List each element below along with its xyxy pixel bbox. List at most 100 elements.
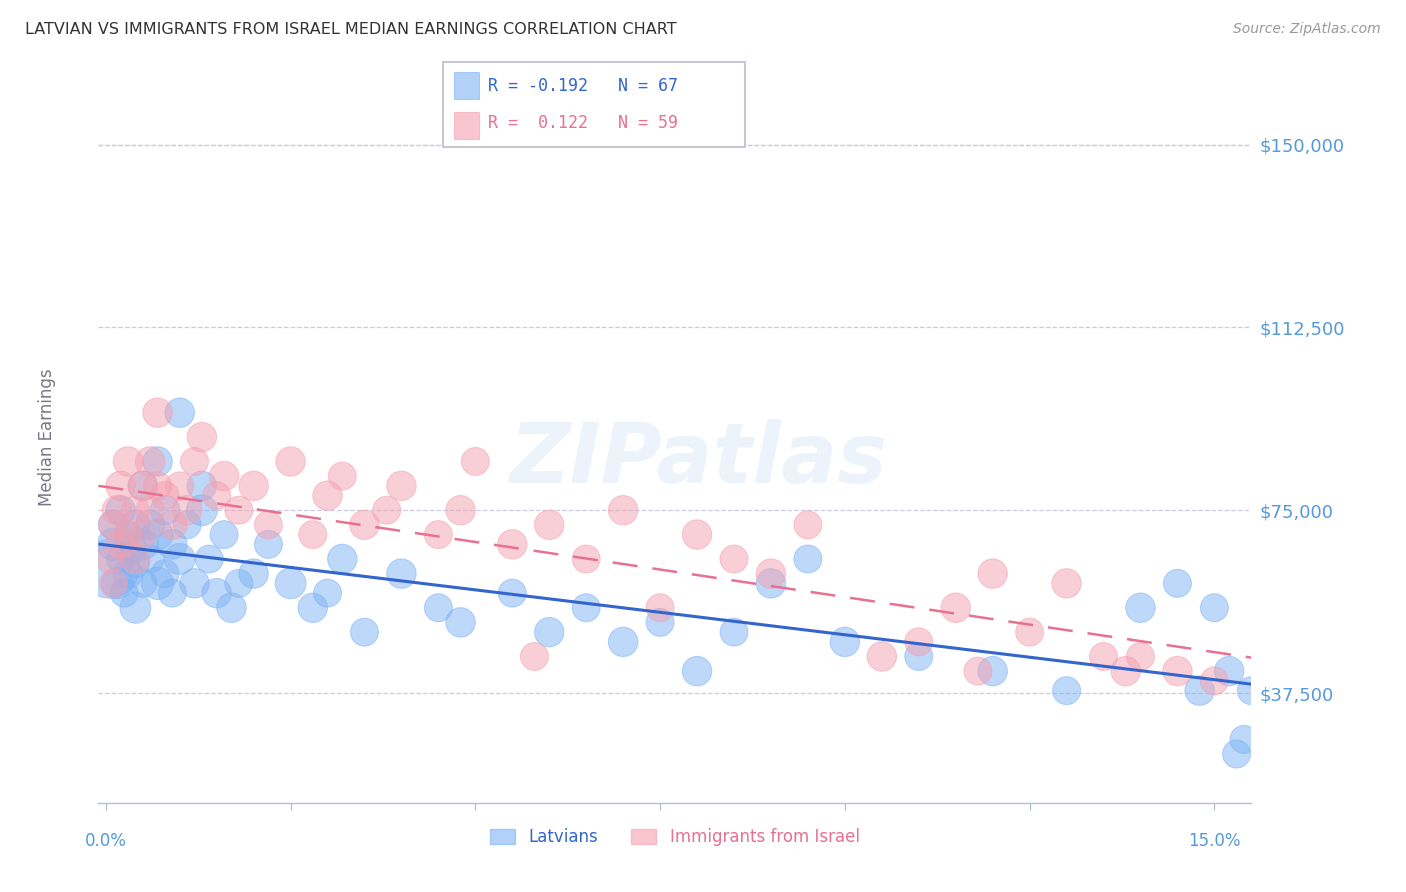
Point — [1218, 664, 1240, 678]
Point — [124, 600, 146, 615]
Point — [191, 430, 214, 444]
Legend: Latvians, Immigrants from Israel: Latvians, Immigrants from Israel — [484, 822, 866, 853]
Point — [228, 503, 250, 517]
Point — [112, 586, 135, 600]
Point — [205, 489, 228, 503]
Point — [146, 454, 169, 468]
Point — [1204, 673, 1226, 688]
Point — [110, 537, 132, 551]
Point — [117, 454, 139, 468]
Point — [191, 503, 214, 517]
Point — [153, 489, 176, 503]
Point — [1166, 576, 1188, 591]
Point — [907, 649, 929, 664]
Point — [132, 479, 155, 493]
Text: ZIPatlas: ZIPatlas — [509, 418, 887, 500]
Point — [759, 566, 782, 581]
Point — [257, 517, 280, 532]
Text: 0.0%: 0.0% — [84, 832, 127, 850]
Point — [759, 576, 782, 591]
Point — [117, 527, 139, 541]
Point — [146, 479, 169, 493]
Text: Source: ZipAtlas.com: Source: ZipAtlas.com — [1233, 22, 1381, 37]
Point — [1115, 664, 1137, 678]
Point — [1233, 732, 1256, 747]
Point — [330, 469, 353, 483]
Point — [1129, 600, 1152, 615]
Point — [427, 600, 450, 615]
Point — [124, 552, 146, 566]
Point — [391, 479, 413, 493]
Point — [330, 552, 353, 566]
Point — [146, 527, 169, 541]
Point — [121, 542, 143, 557]
Point — [139, 454, 162, 468]
Point — [523, 649, 546, 664]
Point — [1188, 683, 1211, 698]
Point — [242, 566, 264, 581]
Point — [945, 600, 967, 615]
Text: R = -0.192   N = 67: R = -0.192 N = 67 — [488, 78, 678, 95]
Point — [110, 479, 132, 493]
Point — [169, 406, 191, 420]
Point — [124, 557, 146, 571]
Point — [301, 527, 323, 541]
Point — [870, 649, 893, 664]
Point — [103, 537, 125, 551]
Point — [153, 503, 176, 517]
Point — [162, 586, 184, 600]
Point — [162, 517, 184, 532]
Point — [103, 576, 125, 591]
Point — [316, 586, 339, 600]
Point — [176, 503, 198, 517]
Point — [981, 566, 1004, 581]
Point — [183, 454, 205, 468]
Point — [723, 552, 745, 566]
Point — [450, 503, 472, 517]
Point — [612, 503, 634, 517]
Point — [162, 537, 184, 551]
Point — [280, 576, 302, 591]
Point — [1129, 649, 1152, 664]
Point — [1056, 576, 1078, 591]
Text: R =  0.122   N = 59: R = 0.122 N = 59 — [488, 114, 678, 132]
Point — [132, 527, 155, 541]
Point — [316, 489, 339, 503]
Point — [146, 406, 169, 420]
Point — [212, 469, 235, 483]
Point — [575, 600, 598, 615]
Point — [427, 527, 450, 541]
Point — [124, 503, 146, 517]
Point — [103, 517, 125, 532]
Point — [834, 635, 856, 649]
Point — [257, 537, 280, 551]
Point — [191, 479, 214, 493]
Point — [1240, 683, 1263, 698]
Point — [391, 566, 413, 581]
Point — [280, 454, 302, 468]
Point — [110, 503, 132, 517]
Point — [124, 517, 146, 532]
Point — [169, 479, 191, 493]
Point — [139, 503, 162, 517]
Point — [221, 600, 243, 615]
Point — [242, 479, 264, 493]
Point — [301, 600, 323, 615]
Point — [686, 527, 709, 541]
Point — [117, 527, 139, 541]
Point — [375, 503, 398, 517]
Point — [1166, 664, 1188, 678]
Point — [103, 517, 125, 532]
Point — [132, 479, 155, 493]
Point — [353, 517, 375, 532]
Point — [1204, 600, 1226, 615]
Point — [228, 576, 250, 591]
Point — [212, 527, 235, 541]
Point — [153, 566, 176, 581]
Point — [1056, 683, 1078, 698]
Point — [686, 664, 709, 678]
Point — [132, 537, 155, 551]
Text: Median Earnings: Median Earnings — [38, 368, 56, 506]
Point — [183, 576, 205, 591]
Point — [98, 552, 121, 566]
